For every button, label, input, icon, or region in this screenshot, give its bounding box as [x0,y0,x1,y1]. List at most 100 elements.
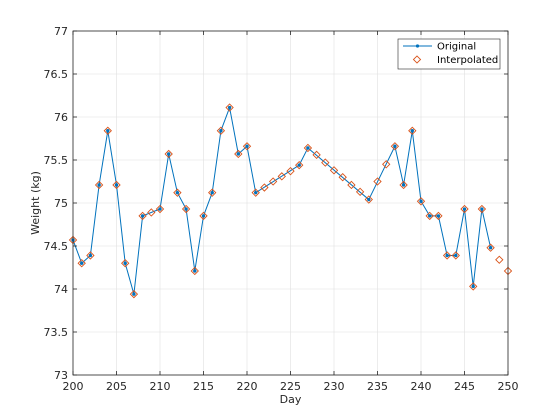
original-point [210,190,214,195]
y-tick-label: 73.5 [44,326,69,339]
original-point [419,199,423,203]
x-axis-label: Day [280,393,302,406]
interpolated-marker [242,142,252,151]
interpolated-marker [451,251,460,260]
interpolated-marker [355,187,365,196]
x-tick-label: 235 [367,380,388,393]
original-point [480,207,484,211]
x-tick-label: 250 [498,380,519,393]
original-point [158,207,162,211]
y-tick-label: 74 [54,283,68,296]
original-point [175,190,180,195]
x-tick-label: 215 [193,380,214,393]
tick-labels: 200 205 210 215 220 225 230 235 240 245 250 73 73.5 7… [44,25,519,393]
original-point [297,163,301,167]
series-interpolated [68,103,513,299]
y-tick-label: 76 [54,111,68,124]
x-tick-label: 210 [150,380,171,393]
original-point [123,261,127,265]
x-tick-label: 225 [280,380,301,393]
original-point [167,152,171,156]
original-point [410,129,414,133]
original-line [72,107,492,295]
interpolated-marker [121,259,130,268]
interpolated-marker [164,149,173,159]
series-original [71,105,493,296]
x-tick-label: 240 [411,380,432,393]
interpolated-marker [129,289,139,299]
interpolated-marker [321,158,330,167]
interpolated-marker [425,211,434,221]
interpolated-marker [495,255,504,264]
legend-interpolated-label: Interpolated [437,55,498,66]
original-point [201,214,206,218]
interpolated-marker [234,149,243,159]
interpolated-marker [408,126,417,135]
original-point [454,253,458,258]
original-point [306,146,310,150]
x-tick-label: 200 [63,380,84,393]
original-point [88,253,93,258]
original-point [193,269,197,273]
x-tick-label: 230 [324,380,345,393]
original-point [393,144,397,148]
original-point [114,183,119,187]
interpolated-marker [469,282,478,291]
interpolated-marker [503,266,513,276]
interpolated-marker [295,160,304,170]
original-point [80,261,84,265]
original-point [462,207,467,211]
original-point [140,214,145,218]
interpolated-marker [477,204,487,214]
original-point [184,207,188,211]
legend-interpolated-marker [412,55,422,64]
interpolated-marker [216,126,226,135]
original-point [436,214,441,218]
y-tick-label: 73 [54,369,68,382]
original-point [445,253,449,258]
interpolated-marker [138,211,147,221]
original-point [227,105,232,110]
interpolated-marker [312,150,321,160]
interpolated-marker [268,177,278,186]
interpolated-marker [486,243,495,252]
interpolated-marker [390,142,400,151]
interpolated-marker [399,180,408,190]
y-axis-label: Weight (kg) [29,171,42,235]
y-tick-label: 75.5 [44,154,69,167]
x-tick-label: 205 [106,380,127,393]
interpolated-marker [347,180,356,190]
interpolated-marker [416,197,426,206]
x-tick-label: 245 [454,380,475,393]
original-point [254,190,258,195]
interpolated-marker [112,180,121,190]
interpolated-marker [364,195,373,204]
interpolated-marker [68,235,78,245]
legend: Original Interpolated [397,38,501,70]
interpolated-marker [225,103,234,112]
original-point [97,183,101,187]
interpolated-marker [277,172,286,181]
interpolated-marker [303,143,313,153]
interpolated-marker [329,166,339,175]
original-point [428,214,432,218]
legend-box [397,38,501,70]
original-point [367,197,371,202]
interpolated-marker [373,177,382,186]
ticks [72,30,509,376]
original-point [471,284,475,289]
interpolated-marker [86,251,95,260]
interpolated-marker [103,126,112,135]
original-point [132,292,136,296]
y-tick-label: 75 [54,197,68,210]
interpolated-marker [94,180,104,190]
original-point [236,152,240,156]
interpolated-marker [382,160,391,169]
interpolated-marker [442,251,452,260]
original-point [219,129,223,133]
interpolated-marker [286,167,295,176]
interpolated-marker [434,211,443,221]
y-tick-label: 77 [54,25,68,38]
interpolated-marker [190,266,199,276]
